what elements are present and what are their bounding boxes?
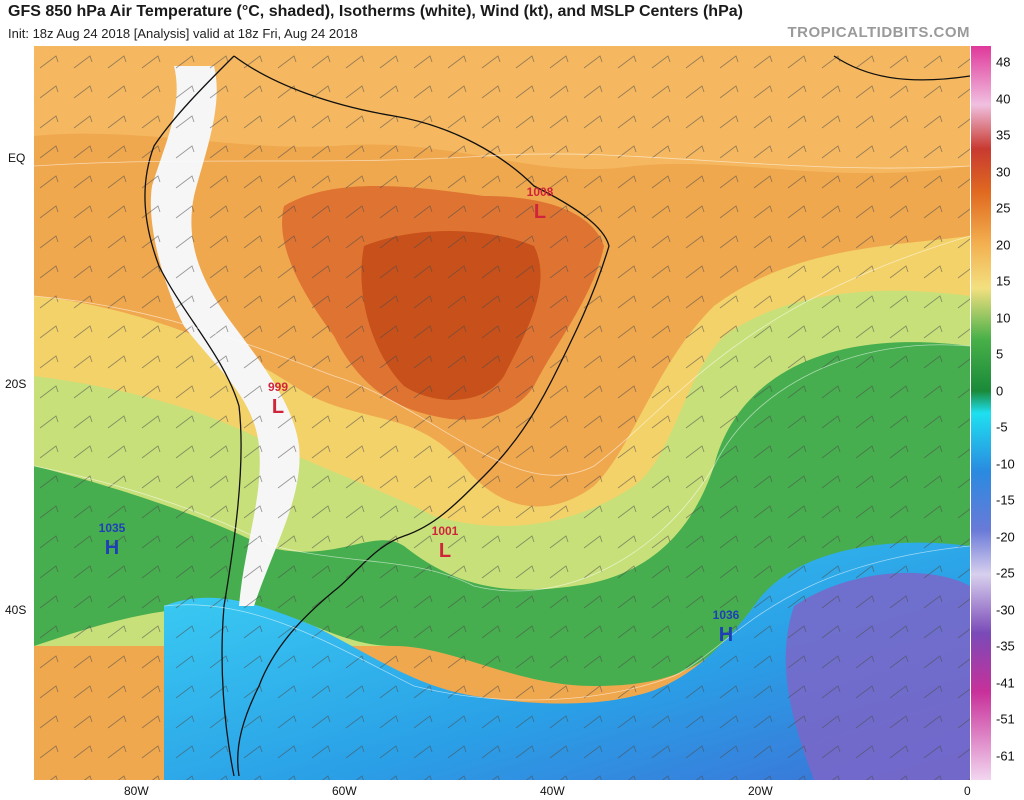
high-center-1035: 1035 H: [99, 521, 126, 559]
high-value-1036: 1036: [713, 608, 740, 622]
brand-watermark: TROPICALTIDBITS.COM: [787, 24, 970, 41]
temperature-colorbar: [971, 46, 991, 780]
high-symbol-1035: H: [105, 537, 119, 559]
africa-coastline: [833, 55, 970, 81]
colorbar-tick-label: -10: [996, 456, 1015, 471]
colorbar-tick-label: 20: [996, 237, 1011, 252]
colorbar-tick-label: 40: [996, 91, 1011, 106]
low-symbol-1008: L: [534, 201, 546, 223]
colorbar-tick-label: -25: [996, 565, 1015, 581]
map-subtitle: Init: 18z Aug 24 2018 [Analysis] valid a…: [8, 26, 358, 41]
low-center-999: 999 L: [268, 380, 288, 418]
temperature-map: 1008 L 999 L 1001 L 1035 H 1036 H: [34, 46, 970, 780]
lat-label-40s: 40S: [5, 603, 27, 617]
low-value-1008: 1008: [527, 185, 554, 199]
colorbar-tick-label: 10: [996, 310, 1011, 325]
low-value-999: 999: [268, 380, 288, 394]
wind-barbs: [34, 46, 970, 780]
colorbar-tick-label: 5: [996, 346, 1004, 362]
lon-label-40w: 40W: [540, 784, 565, 798]
low-symbol-1001: L: [439, 540, 451, 562]
colorbar-tick-label: 0: [996, 383, 1004, 398]
colorbar-tick-label: 15: [996, 273, 1011, 289]
low-value-1001: 1001: [432, 524, 459, 538]
map-canvas: 1008 L 999 L 1001 L 1035 H 1036 H: [34, 46, 970, 780]
low-center-1008: 1008 L: [527, 185, 554, 223]
colorbar-tick-label: -35: [996, 638, 1015, 654]
high-symbol-1036: H: [719, 624, 733, 646]
colorbar-tick-label: 25: [996, 200, 1011, 216]
colorbar-tick-label: 48: [996, 54, 1011, 70]
colorbar-tick-label: -51: [996, 711, 1015, 727]
lat-label-eq: EQ: [8, 151, 26, 165]
colorbar-tick-label: -20: [996, 529, 1015, 544]
coastline: [144, 55, 610, 777]
colorbar-tick-label: -5: [996, 419, 1008, 435]
colorbar-tick-label: -61: [996, 748, 1015, 763]
lon-label-20w: 20W: [748, 784, 773, 798]
lon-label-80w: 80W: [124, 784, 149, 798]
colorbar-tick-label: -30: [996, 602, 1015, 617]
colorbar-gradient: [971, 46, 991, 780]
high-center-1036: 1036 H: [713, 608, 740, 646]
lon-label-0: 0: [964, 784, 971, 798]
colorbar-tick-label: -41: [996, 675, 1015, 690]
colorbar-tick-label: 35: [996, 127, 1011, 143]
lon-label-60w: 60W: [332, 784, 357, 798]
map-title: GFS 850 hPa Air Temperature (°C, shaded)…: [8, 3, 743, 20]
lat-label-20s: 20S: [5, 377, 27, 391]
low-center-1001: 1001 L: [432, 524, 459, 562]
colorbar-tick-label: -15: [996, 492, 1015, 508]
high-value-1035: 1035: [99, 521, 126, 535]
low-symbol-999: L: [272, 396, 284, 418]
colorbar-tick-label: 30: [996, 164, 1011, 179]
isotherms: [34, 153, 970, 701]
